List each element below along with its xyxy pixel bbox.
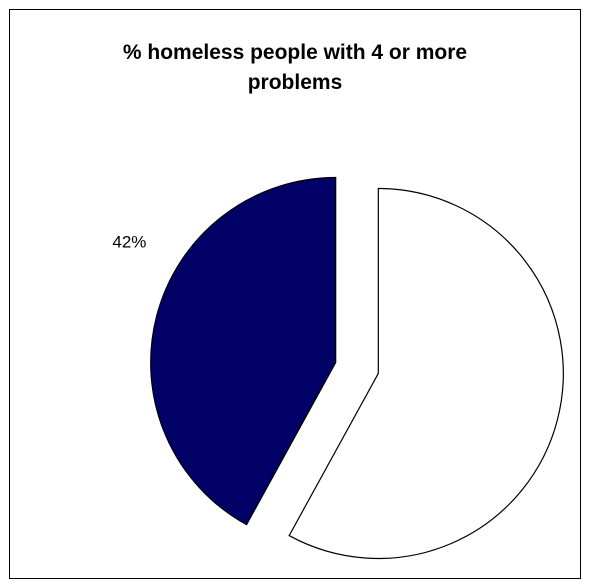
pie-slice-2 bbox=[288, 187, 564, 560]
chart-frame: % homeless people with 4 or more problem… bbox=[9, 9, 581, 579]
pie-labels: 42% bbox=[112, 233, 146, 252]
pie-slices bbox=[150, 176, 564, 560]
chart-title-line-1: % homeless people with 4 or more bbox=[122, 41, 468, 64]
chart-title-line-2: problems bbox=[247, 71, 343, 95]
pie-slice-1 bbox=[150, 176, 337, 526]
pie-chart: 42% bbox=[112, 176, 564, 560]
chart-title: % homeless people with 4 or more problem… bbox=[10, 38, 580, 99]
pie-slice-1-label: 42% bbox=[112, 233, 146, 252]
